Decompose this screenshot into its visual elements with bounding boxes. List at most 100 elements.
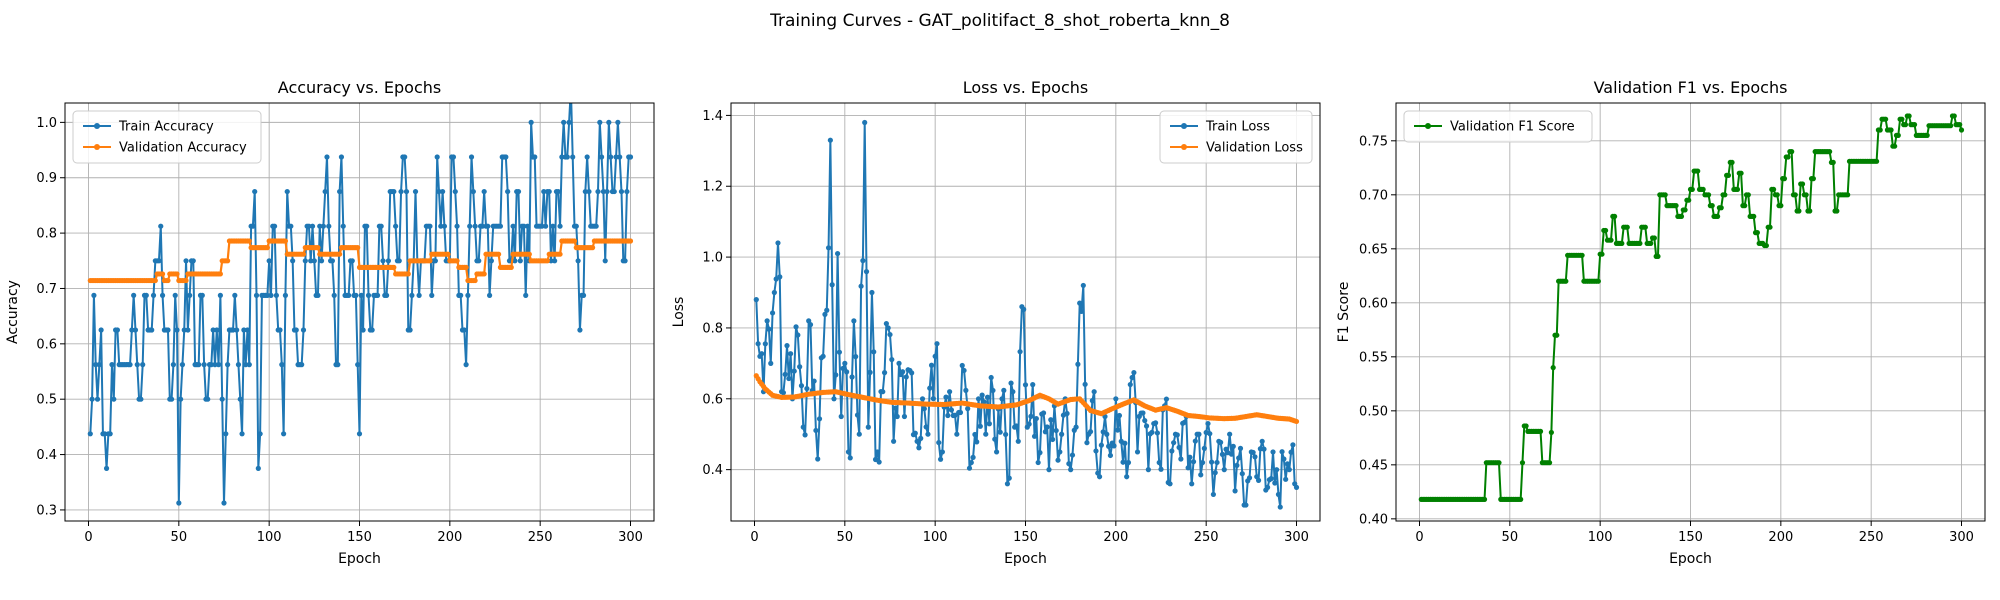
data-point: [526, 251, 532, 257]
data-point: [1104, 431, 1110, 437]
data-point: [221, 500, 227, 506]
y-axis-label: Accuracy: [5, 280, 21, 344]
data-point: [928, 362, 935, 368]
data-point: [111, 396, 117, 402]
data-point: [571, 238, 578, 244]
data-point: [98, 327, 104, 333]
data-point: [901, 413, 908, 420]
data-point: [214, 327, 220, 333]
data-point: [1481, 496, 1488, 502]
data-point: [844, 369, 850, 375]
data-point: [335, 362, 341, 368]
data-point: [346, 292, 352, 298]
data-point: [505, 188, 511, 195]
data-point: [992, 436, 998, 442]
data-point: [338, 154, 345, 160]
data-point: [1924, 132, 1930, 138]
data-point: [606, 119, 612, 125]
data-point: [936, 439, 942, 446]
data-point: [1255, 477, 1262, 483]
data-point: [308, 258, 314, 264]
data-point: [807, 322, 814, 328]
data-point: [780, 390, 787, 396]
data-point: [627, 238, 634, 244]
x-tick-label: 150: [1678, 530, 1703, 545]
data-point: [1017, 349, 1023, 355]
data-point: [813, 427, 819, 434]
data-point: [1031, 433, 1038, 439]
data-point: [1212, 470, 1218, 476]
data-point: [557, 223, 563, 229]
data-point: [1518, 496, 1524, 502]
data-point: [149, 327, 155, 333]
data-point: [1874, 158, 1880, 164]
data-point: [1219, 451, 1226, 457]
data-point: [990, 387, 996, 394]
data-point: [89, 396, 95, 402]
data-point: [129, 327, 135, 333]
data-point: [1774, 192, 1780, 198]
data-point: [378, 223, 384, 229]
data-point: [1158, 466, 1164, 472]
data-point: [1599, 251, 1605, 257]
data-point: [1234, 462, 1240, 468]
data-point: [306, 223, 312, 229]
data-point: [416, 292, 422, 298]
data-point: [1792, 192, 1798, 198]
data-point: [329, 258, 335, 264]
data-point: [599, 154, 605, 160]
data-point: [458, 292, 464, 298]
data-point: [815, 456, 821, 462]
data-point: [988, 374, 994, 381]
data-point: [94, 396, 101, 402]
data-point: [959, 362, 965, 369]
data-point: [943, 394, 949, 400]
data-point: [472, 223, 478, 229]
data-point: [465, 292, 471, 298]
data-point: [172, 292, 178, 298]
data-point: [255, 465, 261, 471]
data-point: [429, 292, 435, 298]
data-point: [1958, 127, 1965, 133]
data-point: [131, 292, 137, 298]
data-point: [1284, 461, 1291, 467]
data-point: [441, 223, 448, 229]
legend-marker: [1425, 123, 1431, 129]
data-point: [759, 351, 765, 357]
data-point: [874, 449, 880, 455]
data-point: [452, 188, 458, 195]
data-point: [1785, 154, 1791, 160]
data-point: [174, 271, 180, 277]
data-point: [1021, 306, 1027, 312]
data-point: [881, 370, 888, 376]
data-point: [1066, 461, 1072, 467]
data-point: [1077, 300, 1083, 306]
data-point: [1084, 440, 1090, 446]
data-point: [1624, 224, 1630, 230]
data-point: [753, 297, 759, 303]
data-point: [883, 320, 889, 327]
x-tick-label: 200: [437, 530, 462, 545]
data-point: [485, 223, 491, 229]
data-point: [364, 223, 370, 229]
data-point: [1648, 240, 1654, 247]
data-point: [1129, 374, 1135, 381]
data-point: [1124, 474, 1130, 480]
x-tick-label: 0: [750, 530, 758, 545]
x-tick-label: 100: [1588, 530, 1613, 545]
x-tick-label: 50: [171, 530, 188, 545]
data-point: [914, 438, 920, 444]
data-point: [854, 412, 861, 418]
data-point: [1763, 242, 1769, 249]
data-point: [1189, 481, 1195, 487]
data-point: [1087, 429, 1094, 435]
subplot-title: Loss vs. Epochs: [963, 78, 1088, 97]
data-point: [402, 154, 408, 160]
data-point: [1140, 410, 1146, 416]
y-tick-label: 1.2: [702, 180, 723, 195]
data-point: [912, 430, 918, 436]
data-point: [965, 406, 971, 412]
data-point: [872, 456, 879, 463]
data-point: [1082, 381, 1088, 387]
series-validation-f1-score: [1418, 113, 1965, 502]
